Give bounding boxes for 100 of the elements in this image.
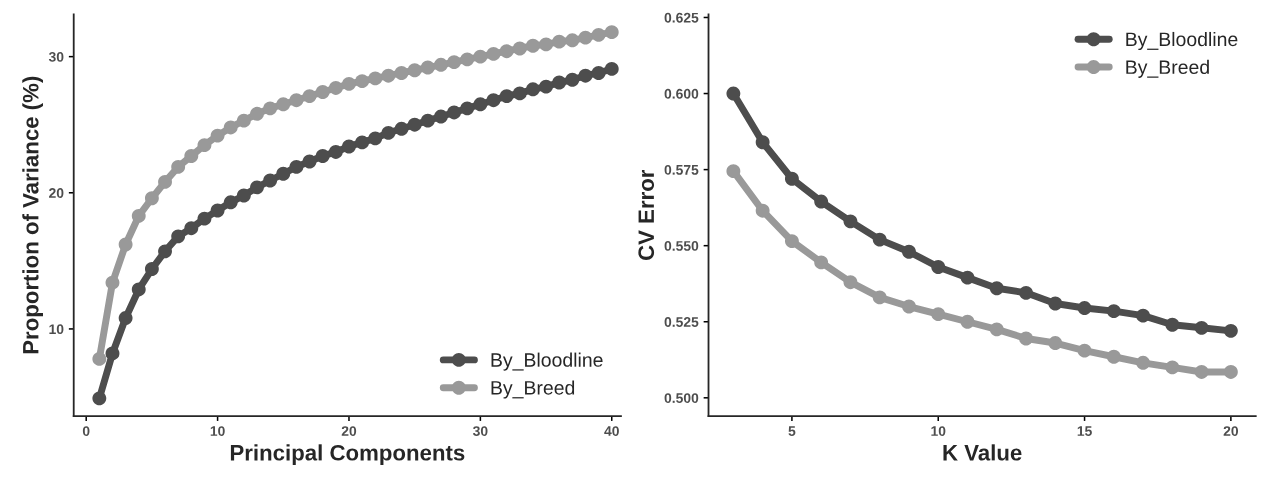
legend-label: By_Breed (1126, 59, 1209, 78)
point (289, 93, 304, 108)
point (368, 71, 383, 86)
point (902, 244, 916, 259)
point (989, 322, 1004, 337)
point (434, 109, 448, 124)
point (131, 282, 146, 297)
point (184, 221, 199, 236)
point (872, 290, 887, 305)
point (989, 281, 1004, 296)
point (223, 120, 238, 135)
point (755, 203, 770, 218)
point (565, 33, 580, 48)
point (236, 188, 251, 203)
point (289, 159, 304, 174)
point (1136, 355, 1151, 370)
point (381, 68, 396, 83)
point (394, 121, 409, 136)
x-tick-label: 30 (472, 426, 488, 437)
x-axis-title: Principal Components (230, 444, 465, 466)
point (184, 149, 199, 163)
point (118, 311, 133, 325)
point (814, 255, 829, 270)
x-tick-label: 5 (788, 426, 796, 436)
point (158, 174, 172, 189)
point (578, 68, 593, 83)
y-tick-label: 0.525 (664, 317, 699, 327)
point (843, 214, 858, 229)
point (1077, 301, 1092, 315)
point (591, 66, 606, 80)
point (726, 86, 741, 101)
point (158, 244, 172, 259)
point (726, 164, 741, 179)
point (525, 82, 540, 97)
point (460, 101, 475, 116)
x-axis-title: K Value (943, 444, 1022, 461)
point (1019, 331, 1033, 346)
point (302, 89, 317, 104)
point (1106, 349, 1121, 364)
point (250, 180, 264, 195)
point (447, 105, 462, 120)
point (342, 139, 356, 154)
point (512, 86, 527, 101)
point (315, 85, 330, 99)
point (512, 41, 527, 56)
point (105, 275, 120, 290)
point (420, 60, 435, 75)
point (1048, 296, 1063, 311)
point (1019, 285, 1033, 300)
legend-label: By_Breed (491, 380, 575, 399)
point (144, 191, 159, 206)
point (420, 113, 435, 128)
y-tick-label: 30 (48, 51, 64, 62)
y-tick-label: 0.550 (664, 241, 699, 251)
point (197, 138, 212, 153)
y-tick-label: 0.500 (664, 393, 699, 403)
y-tick-label: 0.625 (664, 12, 699, 23)
point (902, 299, 916, 314)
point (342, 76, 356, 91)
x-tick-label: 40 (604, 426, 619, 436)
point (355, 74, 370, 89)
point (302, 154, 317, 169)
point (814, 194, 829, 209)
point (131, 208, 146, 223)
point (1048, 336, 1063, 350)
point (843, 275, 858, 290)
point (872, 232, 887, 247)
point (1077, 343, 1092, 358)
point (1194, 320, 1209, 335)
point (486, 46, 501, 61)
point (1223, 323, 1238, 338)
point (486, 93, 501, 108)
legend-label: By_Bloodline (491, 352, 603, 371)
y-axis-title: Proportion of Variance (%) (22, 76, 43, 354)
point (539, 37, 554, 52)
point (499, 89, 514, 104)
point (1165, 360, 1180, 375)
point (525, 38, 540, 53)
y-tick-label: 0.575 (664, 164, 699, 175)
point (394, 66, 409, 80)
point (368, 131, 383, 146)
point (960, 270, 975, 285)
point (250, 106, 264, 121)
point (355, 135, 370, 150)
point (407, 63, 422, 78)
point (276, 166, 291, 181)
point (315, 149, 330, 163)
point (276, 97, 291, 112)
point (460, 52, 475, 67)
y-tick-label: 0.600 (664, 88, 699, 99)
point (591, 27, 606, 42)
point (473, 49, 488, 64)
x-tick-label: 20 (1223, 426, 1239, 436)
point (407, 117, 422, 132)
point (263, 173, 278, 188)
point (223, 195, 238, 210)
point (1165, 317, 1180, 332)
point (328, 144, 343, 159)
point (263, 101, 278, 116)
point (92, 391, 107, 406)
